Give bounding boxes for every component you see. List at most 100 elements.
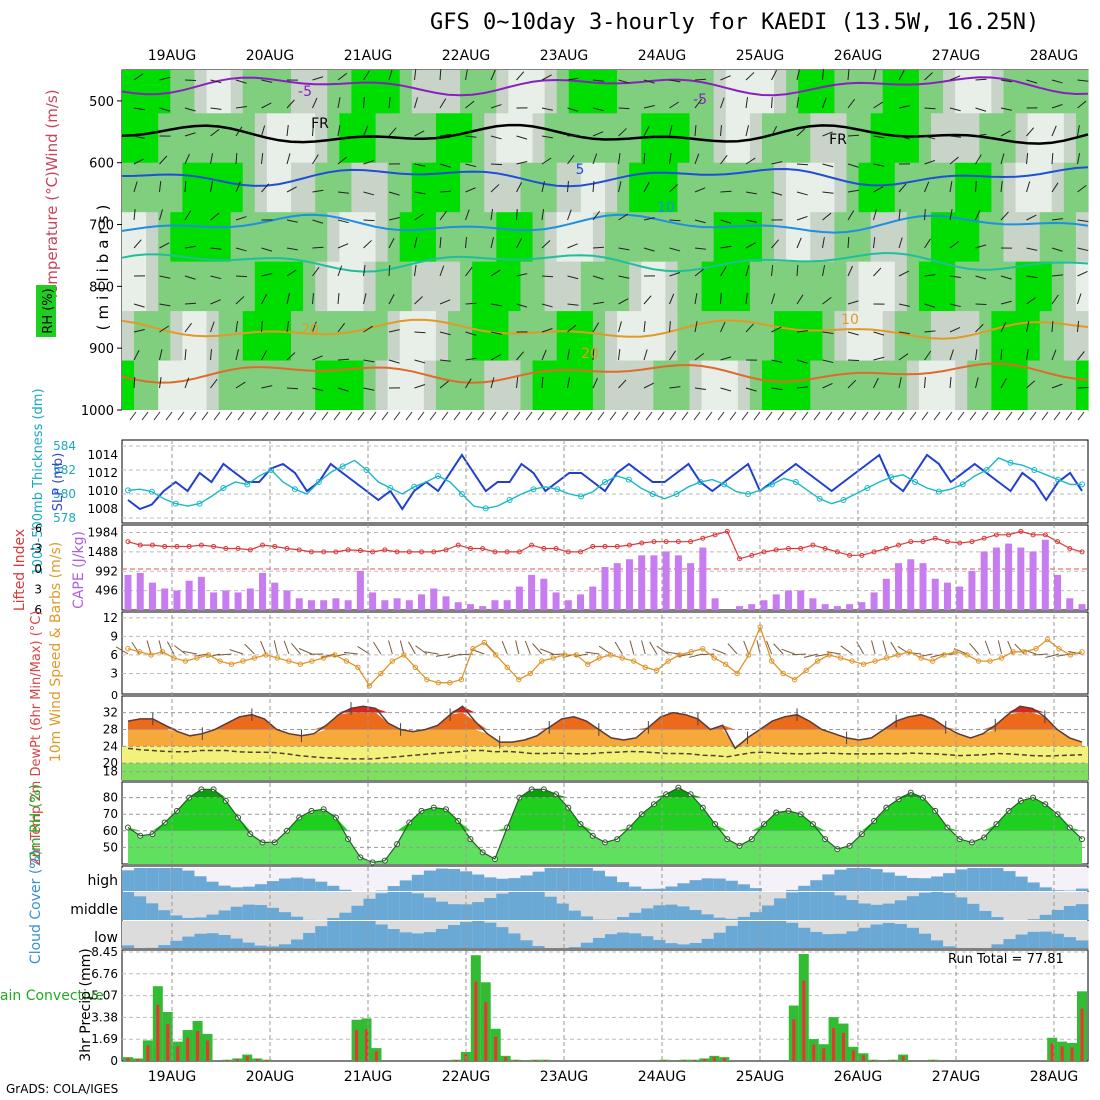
wind-barb xyxy=(771,293,776,305)
wind-barb xyxy=(210,107,222,110)
rh-cell xyxy=(556,113,570,164)
wind-barb-10m xyxy=(524,640,531,655)
wind-barb xyxy=(184,132,196,137)
contour-label: FR xyxy=(829,132,847,148)
cloud-cell xyxy=(605,876,618,891)
wind-barb xyxy=(720,321,726,333)
cloud-cell xyxy=(266,881,280,891)
wind-barb xyxy=(822,163,834,168)
surface-barb xyxy=(777,411,785,421)
wind-barb xyxy=(567,377,571,389)
cloud-cell xyxy=(158,945,171,948)
dewpt-line xyxy=(127,747,1083,760)
cloud-cell xyxy=(931,876,944,891)
wind-barb xyxy=(1000,181,1003,193)
rh-cell xyxy=(870,360,884,411)
rh-cell xyxy=(641,261,654,312)
cape-bar xyxy=(956,586,964,610)
rh-legend-swatch xyxy=(36,285,56,337)
rh-cell xyxy=(846,360,860,411)
rh-cell xyxy=(339,70,353,114)
rh-cell xyxy=(254,261,268,312)
cloud-cell xyxy=(315,881,328,891)
rh-cell xyxy=(955,113,968,164)
wind-barb-10m xyxy=(882,640,888,655)
rh-cell xyxy=(653,360,666,411)
rh-cell xyxy=(774,311,787,362)
cloud-cell xyxy=(327,917,340,920)
wind-barb xyxy=(133,329,145,333)
cape-bar xyxy=(295,598,303,610)
rh-cell xyxy=(315,212,328,263)
cape-bar xyxy=(809,598,817,610)
wind-barb xyxy=(388,238,395,249)
wind-barb xyxy=(388,127,397,137)
run-total: Run Total = 77.81 xyxy=(948,952,1064,967)
cloud-cell xyxy=(484,877,497,891)
rh-cell xyxy=(943,212,956,263)
convective-bar xyxy=(454,1060,458,1061)
wind-barb xyxy=(924,238,931,249)
cape-bar xyxy=(895,563,903,610)
wind-barb xyxy=(898,377,902,389)
cloud-cell xyxy=(508,933,521,948)
cloud-cell xyxy=(254,905,268,920)
cloud-bg-cell xyxy=(327,868,340,891)
rh-cell xyxy=(218,261,232,312)
rh-cell xyxy=(955,261,968,312)
wind-barb xyxy=(465,236,467,249)
cloud-bg-cell xyxy=(1015,892,1029,920)
rh-cell xyxy=(460,261,473,312)
slp-series xyxy=(125,453,1085,512)
wind-barb xyxy=(261,273,273,277)
rh-cell xyxy=(496,311,509,362)
wind-barb xyxy=(210,247,222,250)
cloud-bg-cell xyxy=(134,921,147,948)
convective-bar xyxy=(474,981,478,1061)
cloud-cell xyxy=(520,875,534,891)
wind-barb xyxy=(771,191,783,196)
wind-barb xyxy=(159,107,171,112)
wind-barb xyxy=(643,247,655,252)
wind-barb xyxy=(312,154,319,165)
cloud-cell xyxy=(423,932,437,948)
wind-barb xyxy=(796,215,808,221)
wind-barb xyxy=(745,191,757,195)
rh-cell xyxy=(122,360,135,411)
cloud-cell xyxy=(689,910,703,920)
wind-barb-10m xyxy=(501,640,508,655)
wind-barb xyxy=(184,180,187,193)
rh-cell xyxy=(701,70,715,114)
rh-cell xyxy=(520,261,534,312)
rh-cell xyxy=(653,70,666,114)
rh-cell xyxy=(327,162,340,213)
wind-barb xyxy=(261,183,270,193)
wind-barb xyxy=(210,299,221,305)
rh-cell xyxy=(146,360,159,411)
rh-cell xyxy=(448,70,461,114)
cloud-cell xyxy=(894,900,908,920)
rh-cell xyxy=(375,113,389,164)
wind-barb xyxy=(745,323,754,333)
rh-cell xyxy=(1027,261,1041,312)
wind-barb-10m xyxy=(217,653,232,656)
rh-cell xyxy=(170,360,183,411)
rh-cell xyxy=(870,162,884,213)
rh-cell xyxy=(786,212,799,263)
wind-barb xyxy=(745,265,750,277)
cape-tick-label: 1488 xyxy=(87,545,118,559)
rh-cell xyxy=(520,360,534,411)
cloud-cell xyxy=(882,922,896,948)
temp-tick-label: 28 xyxy=(103,722,118,736)
wind-barb xyxy=(363,219,375,222)
top-date-label: 22AUG xyxy=(442,48,491,64)
precip-tick-label: 3.38 xyxy=(91,1010,118,1024)
wind-barb xyxy=(822,359,834,364)
rh-cell xyxy=(617,360,630,411)
wind-barb-10m xyxy=(515,640,520,655)
rh-cell xyxy=(291,70,304,114)
wind-barb xyxy=(363,240,372,249)
rh-tick-label: 70 xyxy=(103,807,118,821)
cloud-cell xyxy=(146,868,159,891)
wind-barb xyxy=(1077,153,1081,165)
